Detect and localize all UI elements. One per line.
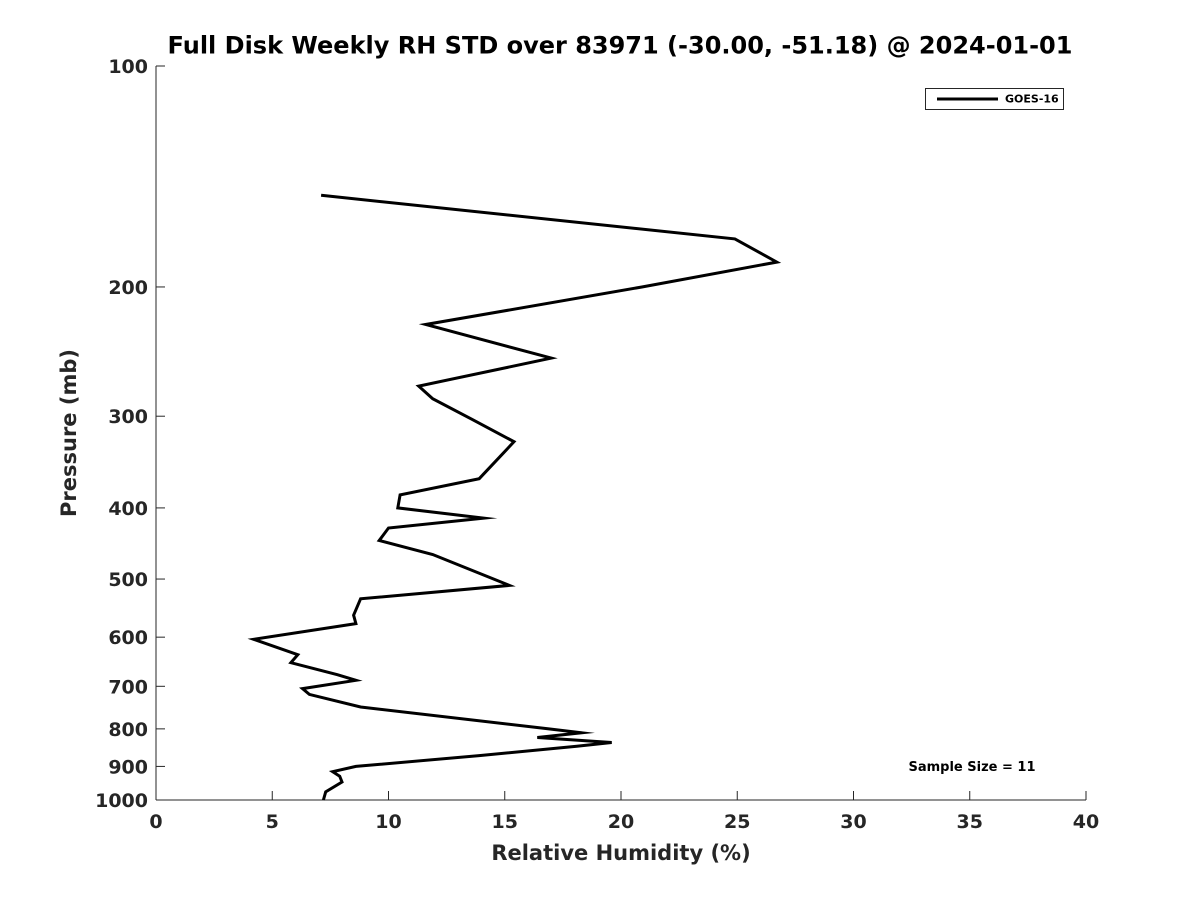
x-tick-label: 30	[840, 811, 866, 833]
sample-size-annotation: Sample Size = 11	[908, 760, 1035, 775]
y-axis-ticks: 100 200 300 400 500 600 700 800 900 1000	[95, 56, 165, 812]
y-tick-label: 600	[108, 627, 148, 649]
series-layer	[247, 193, 782, 801]
y-tick-label: 100	[108, 56, 148, 78]
x-tick-label: 25	[724, 811, 750, 833]
y-tick-label: 400	[108, 498, 148, 520]
x-axis-ticks: 0 5 10 15 20 25 30 35 40	[149, 791, 1099, 833]
y-tick-label: 900	[108, 756, 148, 778]
legend-entry-goes-16: GOES-16	[1005, 93, 1059, 106]
y-axis-label: Pressure (mb)	[57, 349, 81, 517]
x-axis-label: Relative Humidity (%)	[491, 841, 750, 865]
legend: GOES-16	[925, 88, 1064, 110]
y-tick-label: 300	[108, 406, 148, 428]
x-tick-label: 40	[1073, 811, 1099, 833]
y-tick-label: 800	[108, 719, 148, 741]
x-tick-label: 10	[375, 811, 401, 833]
y-tick-label: 700	[108, 676, 148, 698]
y-tick-label: 500	[108, 569, 148, 591]
plot-area	[155, 66, 1086, 801]
x-tick-label: 35	[957, 811, 983, 833]
x-tick-label: 15	[492, 811, 518, 833]
x-tick-label: 0	[149, 811, 162, 833]
x-tick-label: 20	[608, 811, 634, 833]
chart-title: Full Disk Weekly RH STD over 83971 (-30.…	[168, 32, 1073, 60]
y-tick-label: 1000	[95, 790, 148, 812]
y-tick-label: 200	[108, 277, 148, 299]
series-line-goes-16	[247, 193, 782, 801]
x-tick-label: 5	[266, 811, 279, 833]
